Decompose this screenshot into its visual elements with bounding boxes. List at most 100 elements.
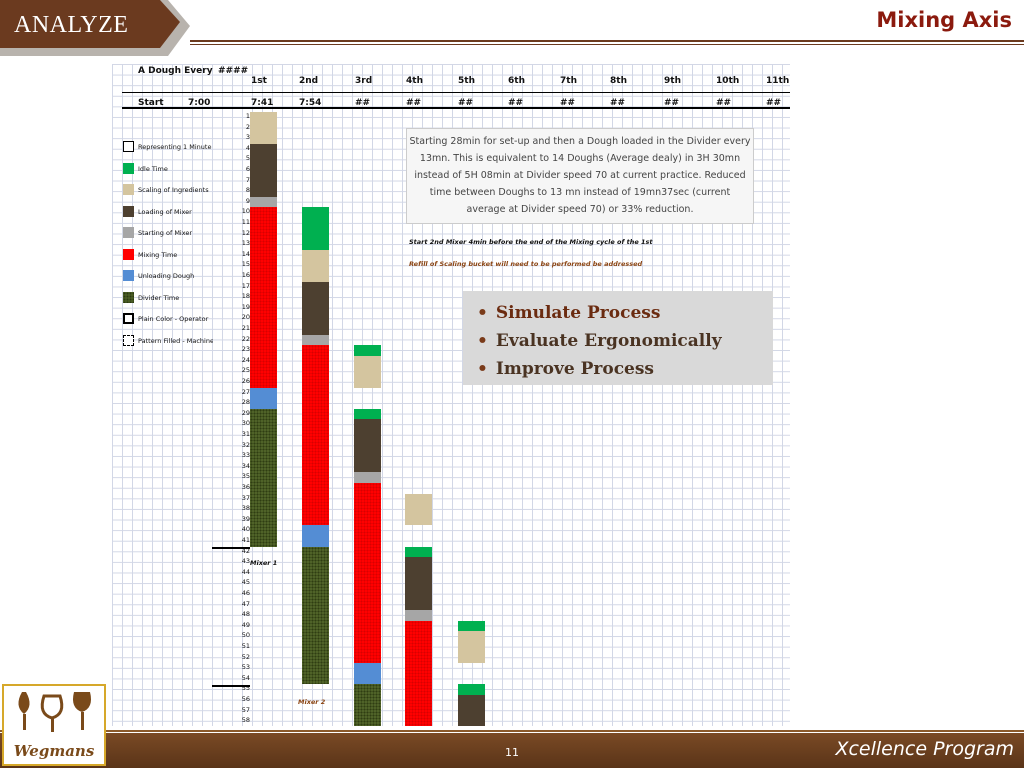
gantt-segment-starting [354,472,381,483]
column-header: 6th [508,76,525,86]
row-number: 13 [241,239,250,248]
row-number: 7 [245,175,250,184]
legend-label: Plain Color - Operator [138,315,209,323]
row-number: 45 [241,578,250,587]
row-number: 1 [245,112,250,120]
column-header: 2nd [299,76,319,86]
column-time: ## [458,98,474,108]
row-number: 57 [241,705,250,714]
callout-item-text: Evaluate Ergonomically [495,331,722,351]
mixer2-rule [212,685,250,687]
legend-label: Idle Time [138,164,168,173]
row-number: 22 [241,334,250,343]
logo-text: Wegmans [13,742,95,760]
legend-label: Mixing Time [138,250,178,259]
row-number: 54 [241,673,250,682]
row-number: 19 [241,302,250,311]
process-note: Starting 28min for set-up and then a Dou… [406,128,754,224]
row-number: 12 [241,228,250,237]
legend-swatch [123,162,134,174]
gantt-segment-idle [405,546,432,558]
section-tab-label: ANALYZE [14,12,129,38]
row-number: 4 [245,143,250,152]
column-time: ## [355,98,371,108]
column-header: 7th [560,76,577,86]
row-number: 52 [241,652,250,661]
header-rule-bottom [122,107,790,109]
row-number: 42 [241,546,250,555]
row-number: 26 [241,377,250,385]
dough-interval-label: A Dough Every [138,66,213,76]
callout-box: • Simulate Process • Evaluate Ergonomicall… [463,291,773,385]
row-number: 20 [241,313,250,322]
gantt-segment-loading [458,695,485,726]
column-time: ## [406,98,422,108]
callout-item: • Evaluate Ergonomically [477,327,773,355]
column-header: 3rd [355,76,373,86]
bullet-icon: • [477,359,488,379]
row-number: 56 [241,695,250,703]
callout-item-text: Improve Process [495,359,654,379]
row-number: 2 [245,122,250,131]
row-number: 28 [241,398,250,407]
gantt-segment-mixing [250,207,277,388]
gantt-segment-divider [354,684,381,726]
legend-swatch [123,334,134,346]
callout-item: • Improve Process [477,355,773,383]
gantt-segment-scaling [250,112,277,144]
gantt-segment-divider [302,546,329,685]
footer-band [0,733,1024,768]
column-header: 8th [610,76,627,86]
row-number: 11 [241,218,250,226]
column-time: 7:41 [251,98,274,108]
gantt-segment-unloading [354,663,381,685]
row-number: 40 [241,525,250,534]
title-rule [190,40,1024,42]
row-number: 38 [241,504,250,513]
row-number: 33 [241,451,250,460]
row-number: 35 [241,472,250,481]
row-number: 9 [245,196,250,205]
row-number: 3 [245,133,250,142]
legend-swatch [123,270,134,281]
legend-label: Pattern Filled - Machine [138,336,213,345]
legend-label: Divider Time [138,293,180,302]
row-number: 44 [241,567,250,576]
column-time: ## [716,98,732,108]
bullet-icon: • [477,303,488,323]
row-number: 5 [245,154,250,163]
legend-label: Scaling of Ingredients [138,186,209,194]
callout-list: • Simulate Process • Evaluate Ergonomicall… [463,291,773,383]
row-number: 49 [241,620,250,629]
column-header: 4th [406,76,423,86]
gantt-segment-loading [250,143,277,197]
column-header: 9th [664,76,681,86]
gantt-segment-idle [354,345,381,356]
legend-swatch [123,248,134,260]
row-number: 25 [241,366,250,375]
row-number: 16 [241,271,250,279]
mixer1-label: Mixer 1 [250,559,278,567]
column-time: ## [560,98,576,108]
column-header: 11th [766,76,790,86]
bullet-icon: • [477,331,488,351]
row-number: 21 [241,324,250,332]
row-number: 58 [241,716,250,725]
row-number: 48 [241,610,250,619]
gantt-segment-mixing [302,345,329,526]
slide-title: Mixing Axis [876,8,1012,32]
gantt-segment-loading [405,557,432,611]
legend-swatch [123,227,134,238]
row-number: 43 [241,557,250,566]
row-number: 30 [241,419,250,428]
gantt-segment-starting [302,334,329,346]
gantt-segment-idle [458,684,485,695]
legend-swatch [123,184,134,195]
gantt-segment-mixing [354,483,381,664]
gantt-segment-starting [405,610,432,621]
row-number: 41 [241,536,250,544]
row-number: 17 [241,281,250,290]
row-number: 15 [241,260,250,269]
gantt-segment-loading [302,281,329,335]
row-number: 55 [241,684,250,693]
